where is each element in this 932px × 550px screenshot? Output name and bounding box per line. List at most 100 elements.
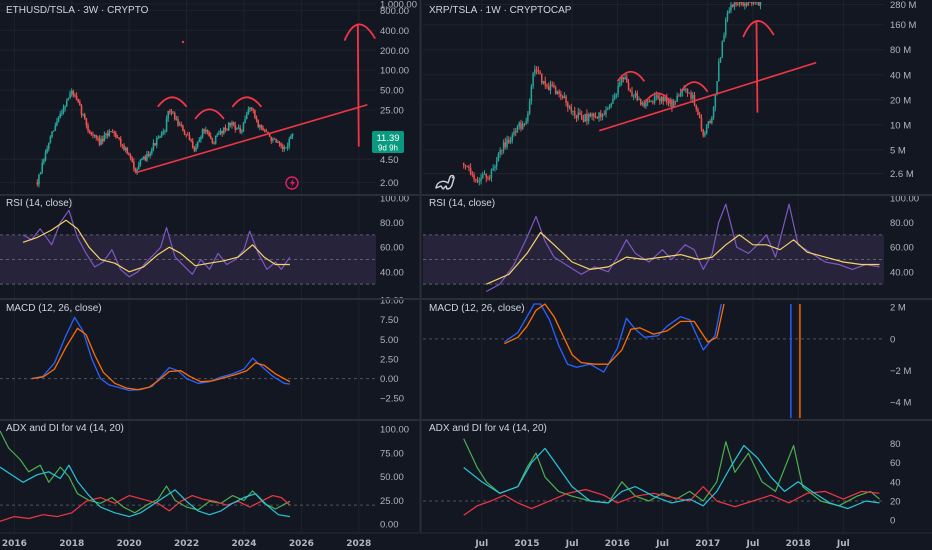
left-candle-body (92, 134, 94, 136)
right-candle-body (508, 139, 510, 143)
right-candle-body (568, 106, 571, 108)
right-candle-body (492, 168, 494, 170)
right-arrow-shaft (755, 20, 759, 113)
left-candle-body (268, 132, 271, 137)
left-candle-body (277, 142, 279, 144)
right-candle-body (516, 126, 519, 133)
right-candle-body (626, 77, 628, 83)
right-rsi-tick-label: 80.00 (890, 218, 914, 229)
right-candle-body (554, 87, 557, 95)
right-price-tick-label: 10 M (890, 120, 911, 131)
left-candle-body (273, 138, 276, 140)
left-candle-body (52, 130, 55, 132)
left-candle-body (70, 91, 73, 94)
right-candle-body (495, 161, 498, 167)
right-candle-body (527, 113, 529, 122)
right-candle-body (627, 82, 630, 91)
right-candle-body (700, 118, 703, 130)
right-candle-body (535, 69, 538, 71)
right-candle-body (605, 109, 607, 115)
left-macd-line (31, 316, 290, 392)
right-candle-body (695, 104, 697, 110)
left-candle-body (183, 131, 186, 135)
right-candle-body (539, 71, 541, 74)
right-candle-body (561, 96, 564, 98)
right-candle-body (679, 92, 682, 97)
right-candle-body (513, 131, 515, 135)
left-candle-body (288, 138, 291, 146)
left-candle-body (173, 112, 176, 120)
right-candle-body (567, 102, 569, 108)
right-candle-body (702, 129, 704, 136)
left-candle-body (83, 114, 86, 119)
last-price-tag-box (372, 131, 404, 153)
left-candle-body (88, 130, 91, 133)
right-candle-body (667, 102, 670, 104)
right-candle-body (738, 2, 741, 5)
left-candle-body (283, 147, 286, 150)
right-price-tick-label: 2.6 M (890, 169, 914, 180)
right-head-shoulder-arc (644, 92, 672, 104)
right-candle-body (551, 84, 553, 86)
right-candle-body (681, 90, 684, 93)
left-candle-body (90, 132, 93, 135)
left-macd-tick-label: 5.00 (380, 335, 399, 346)
left-candle-body (190, 139, 192, 142)
right-adx-tick-label: 60 (890, 458, 901, 469)
right-candle-body (487, 177, 489, 179)
right-candle-body (659, 98, 661, 102)
left-candle-body (172, 112, 174, 114)
right-candle-body (641, 102, 644, 105)
left-candle-body (136, 169, 138, 172)
dino-icon[interactable] (435, 174, 455, 190)
left-x-tick-label: 2028 (346, 539, 371, 549)
left-candle-body (201, 129, 204, 138)
left-candle-body (234, 124, 237, 130)
left-candle-body (131, 158, 134, 162)
right-candle-body (686, 88, 689, 94)
right-adx-title: ADX and DI for v4 (14, 20) (429, 423, 547, 434)
left-candle-body (142, 156, 145, 159)
right-candle-body (572, 111, 574, 112)
right-candle-body (541, 73, 543, 84)
left-di-minus-line (0, 495, 291, 522)
left-candle-body (185, 134, 187, 136)
left-price-tick-label: 100.00 (380, 66, 409, 77)
left-candle-body (170, 111, 173, 113)
left-candle-body (56, 121, 58, 126)
left-candle-body (134, 168, 137, 172)
left-candle-body (231, 122, 233, 126)
right-candle-body (497, 154, 500, 162)
left-candle-body (227, 122, 230, 130)
left-candle-body (64, 106, 66, 109)
right-candle-body (688, 92, 691, 94)
left-candle-body (178, 124, 181, 126)
right-candle-body (693, 94, 696, 105)
last-price-tag[interactable]: 11.39 9d 9h (372, 131, 404, 153)
right-candle-body (639, 99, 642, 105)
right-x-tick-label: 2016 (605, 539, 630, 549)
left-price-tick-label: 400.00 (380, 26, 409, 37)
left-candle-body (286, 145, 289, 148)
left-candle-body (47, 142, 50, 149)
left-candle-body (244, 119, 246, 123)
left-candle-body (113, 132, 116, 134)
right-candle-body (537, 70, 540, 72)
left-candle-body (211, 138, 214, 143)
left-candle-body (110, 131, 112, 133)
left-candle-body (232, 122, 235, 125)
left-candle-body (209, 136, 212, 139)
left-candle-body (141, 158, 143, 161)
left-candle-body (79, 102, 81, 106)
lightning-icon[interactable] (285, 176, 299, 190)
right-x-tick-label: 2017 (695, 539, 720, 549)
left-candle-body (191, 141, 194, 148)
left-candle-body (182, 125, 184, 132)
right-candle-body (523, 123, 526, 125)
left-price-title: ETHUSD/TSLA · 3W · CRYPTO (6, 5, 149, 16)
right-panel-titles: XRP/TSLA · 1W · CRYPTOCAP RSI (14, close… (429, 5, 572, 434)
right-candle-body (582, 119, 585, 122)
left-candle-body (249, 107, 251, 110)
